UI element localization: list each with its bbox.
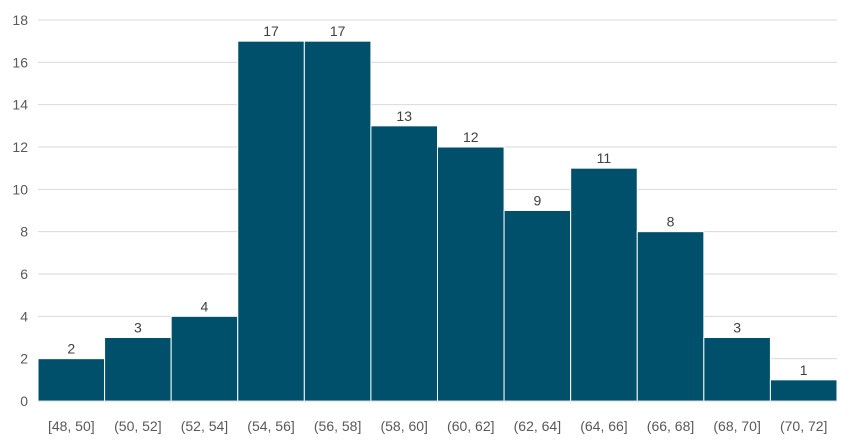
x-tick-label: [48, 50]	[48, 418, 95, 434]
data-label: 3	[134, 320, 142, 336]
y-tick-label: 4	[20, 308, 28, 324]
bar	[104, 337, 172, 402]
x-tick-label: (60, 62]	[447, 418, 494, 434]
x-tick-label: (62, 64]	[514, 418, 561, 434]
bar	[703, 337, 771, 402]
data-label: 8	[667, 214, 675, 230]
y-tick-label: 14	[12, 97, 28, 113]
bars	[37, 40, 838, 402]
data-label: 12	[463, 129, 479, 145]
y-axis-ticks: 0 2 4 6 8 10 12 14 16 18	[12, 12, 28, 409]
bar	[570, 167, 638, 402]
x-tick-label: (68, 70]	[713, 418, 760, 434]
x-axis-ticks: [48, 50] (50, 52] (52, 54] (54, 56] (56, 58]…	[48, 418, 828, 434]
bar	[437, 146, 505, 402]
data-label: 2	[67, 341, 75, 357]
x-tick-label: (58, 60]	[380, 418, 427, 434]
bar	[636, 231, 705, 402]
y-tick-label: 6	[20, 266, 28, 282]
x-tick-label: (52, 54]	[181, 418, 228, 434]
x-tick-label: (64, 66]	[580, 418, 627, 434]
y-tick-label: 0	[20, 393, 28, 409]
bar	[769, 379, 838, 402]
y-tick-label: 16	[12, 54, 28, 70]
x-tick-label: (50, 52]	[114, 418, 161, 434]
bar	[237, 40, 305, 402]
bar	[303, 40, 372, 402]
data-label: 17	[263, 23, 279, 39]
data-label: 9	[533, 193, 541, 209]
y-tick-label: 10	[12, 181, 28, 197]
bar	[370, 125, 438, 402]
y-tick-label: 12	[12, 139, 28, 155]
data-label: 13	[396, 108, 412, 124]
data-labels: 2 3 4 17 17 13 12 9 11 8 3 1	[67, 23, 807, 378]
bar	[170, 315, 239, 402]
y-tick-label: 18	[12, 12, 28, 28]
y-tick-label: 2	[20, 351, 28, 367]
y-tick-label: 8	[20, 224, 28, 240]
data-label: 4	[201, 298, 209, 314]
data-label: 3	[733, 320, 741, 336]
bar	[37, 358, 106, 402]
data-label: 11	[597, 150, 612, 166]
x-tick-label: (54, 56]	[247, 418, 294, 434]
x-tick-label: (66, 68]	[647, 418, 694, 434]
x-tick-label: (70, 72]	[780, 418, 827, 434]
bar	[503, 210, 572, 402]
x-tick-label: (56, 58]	[314, 418, 361, 434]
data-label: 17	[330, 23, 346, 39]
data-label: 1	[800, 362, 808, 378]
